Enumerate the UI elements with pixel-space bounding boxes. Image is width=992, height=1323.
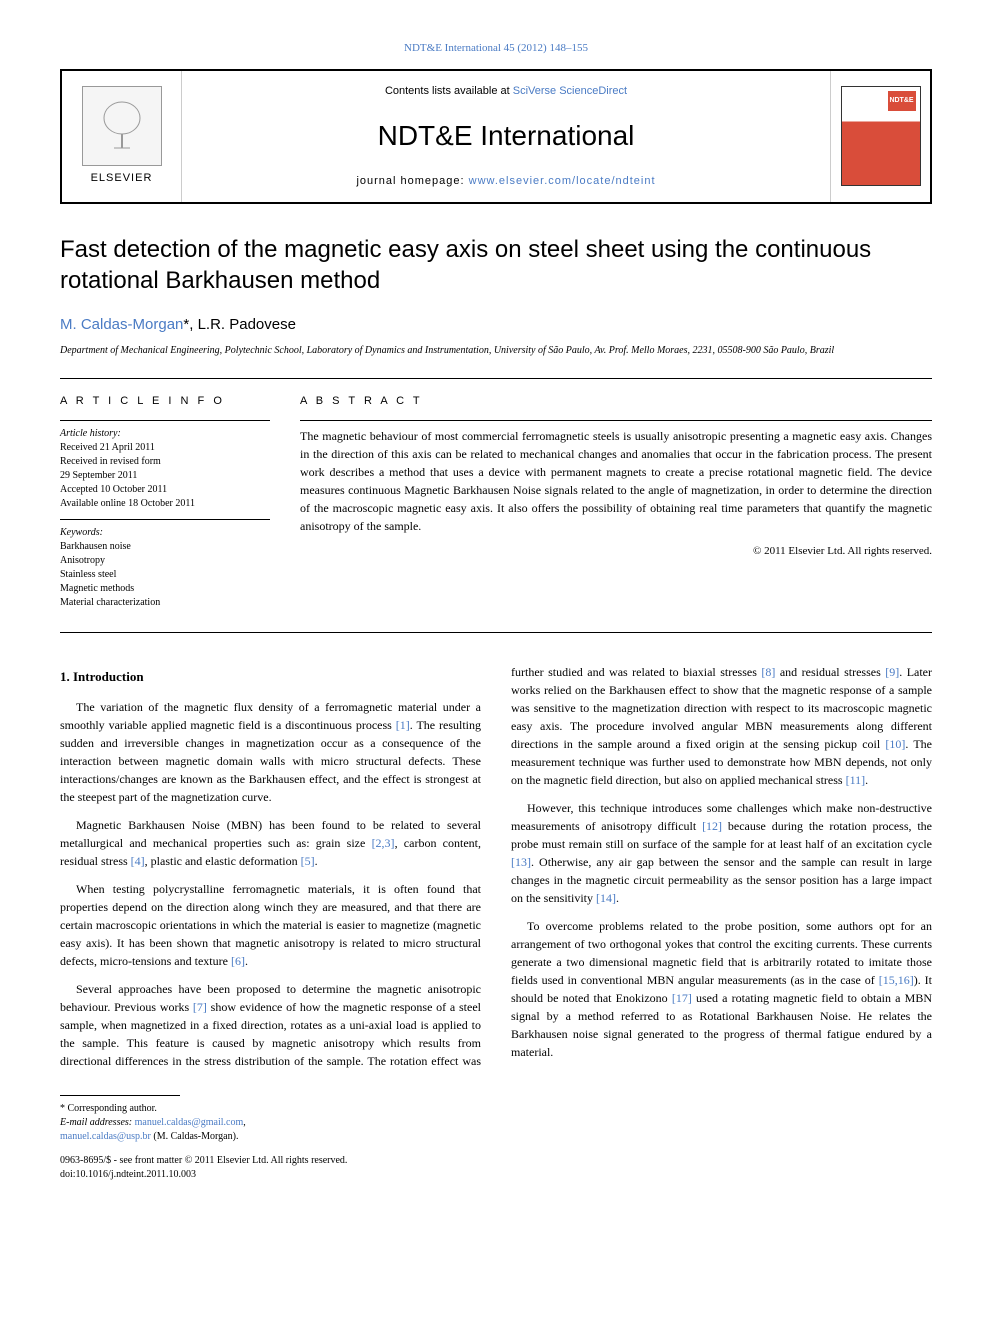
body-columns: 1. Introduction The variation of the mag… — [60, 663, 932, 1071]
p2c: , plastic and elastic deformation — [145, 854, 301, 868]
keyword-5: Material characterization — [60, 596, 270, 610]
cover-logo-text: NDT&E — [888, 91, 916, 111]
abstract-copyright: © 2011 Elsevier Ltd. All rights reserved… — [300, 543, 932, 560]
ref-14-link[interactable]: [14] — [596, 891, 616, 905]
journal-ref-link[interactable]: NDT&E International 45 (2012) 148–155 — [404, 42, 588, 54]
ref-17-link[interactable]: [17] — [672, 991, 692, 1005]
history-accepted: Accepted 10 October 2011 — [60, 483, 270, 497]
p2d: . — [315, 854, 318, 868]
ref-23-link[interactable]: [2,3] — [372, 836, 395, 850]
para-3: When testing polycrystalline ferromagnet… — [60, 880, 481, 970]
para-1: The variation of the magnetic flux densi… — [60, 698, 481, 806]
ref-1-link[interactable]: [1] — [396, 718, 410, 732]
history-label: Article history: — [60, 427, 270, 441]
author-1-link[interactable]: M. Caldas-Morgan — [60, 316, 183, 333]
p6a: To overcome problems related to the prob… — [511, 919, 932, 987]
keyword-1: Barkhausen noise — [60, 540, 270, 554]
ref-1516-link[interactable]: [15,16] — [879, 973, 914, 987]
ref-8-link[interactable]: [8] — [761, 665, 775, 679]
article-info-column: A R T I C L E I N F O Article history: R… — [60, 393, 270, 618]
email-1-link[interactable]: manuel.caldas@gmail.com — [135, 1117, 244, 1128]
article-history-block: Article history: Received 21 April 2011 … — [60, 420, 270, 511]
keywords-block: Keywords: Barkhausen noise Anisotropy St… — [60, 519, 270, 610]
contents-line: Contents lists available at SciVerse Sci… — [385, 83, 627, 100]
keyword-2: Anisotropy — [60, 554, 270, 568]
ref-12-link[interactable]: [12] — [702, 819, 722, 833]
issn-line: 0963-8695/$ - see front matter © 2011 El… — [60, 1154, 480, 1168]
email-name: (M. Caldas-Morgan). — [151, 1131, 239, 1142]
footer-area: * Corresponding author. E-mail addresses… — [60, 1095, 480, 1182]
journal-top-link: NDT&E International 45 (2012) 148–155 — [60, 40, 932, 57]
journal-name: NDT&E International — [378, 115, 635, 157]
history-online: Available online 18 October 2011 — [60, 497, 270, 511]
history-revised-l1: Received in revised form — [60, 455, 270, 469]
abstract-heading: A B S T R A C T — [300, 393, 932, 410]
p4f: . — [865, 773, 868, 787]
article-title: Fast detection of the magnetic easy axis… — [60, 234, 932, 296]
p3b: . — [245, 954, 248, 968]
email-sep: , — [243, 1117, 246, 1128]
abstract-body: The magnetic behaviour of most commercia… — [300, 429, 932, 533]
para-6: To overcome problems related to the prob… — [511, 917, 932, 1061]
elsevier-tree-icon — [82, 86, 162, 166]
ref-11-link[interactable]: [11] — [846, 773, 866, 787]
authors-line: M. Caldas-Morgan*, L.R. Padovese — [60, 314, 932, 337]
email-2-link[interactable]: manuel.caldas@usp.br — [60, 1131, 151, 1142]
history-received: Received 21 April 2011 — [60, 441, 270, 455]
abstract-column: A B S T R A C T The magnetic behaviour o… — [300, 393, 932, 618]
keywords-label: Keywords: — [60, 526, 270, 540]
homepage-prefix: journal homepage: — [356, 175, 468, 187]
para-2: Magnetic Barkhausen Noise (MBN) has been… — [60, 816, 481, 870]
ref-9-link[interactable]: [9] — [885, 665, 899, 679]
sciencedirect-link[interactable]: SciVerse ScienceDirect — [513, 85, 627, 97]
contents-prefix: Contents lists available at — [385, 85, 513, 97]
article-info-heading: A R T I C L E I N F O — [60, 393, 270, 410]
p5d: . — [616, 891, 619, 905]
keyword-4: Magnetic methods — [60, 582, 270, 596]
p5c: . Otherwise, any air gap between the sen… — [511, 855, 932, 905]
section-1-heading: 1. Introduction — [60, 667, 481, 687]
author-2: , L.R. Padovese — [189, 316, 296, 333]
ref-4-link[interactable]: [4] — [131, 854, 145, 868]
doi-line: doi:10.1016/j.ndteint.2011.10.003 — [60, 1168, 480, 1182]
ref-6-link[interactable]: [6] — [231, 954, 245, 968]
ref-5-link[interactable]: [5] — [301, 854, 315, 868]
elsevier-label: ELSEVIER — [91, 170, 153, 187]
keyword-3: Stainless steel — [60, 568, 270, 582]
ref-10-link[interactable]: [10] — [885, 737, 905, 751]
email-label: E-mail addresses: — [60, 1117, 135, 1128]
journal-header-box: ELSEVIER Contents lists available at Sci… — [60, 69, 932, 204]
ref-7-link[interactable]: [7] — [193, 1000, 207, 1014]
abstract-text: The magnetic behaviour of most commercia… — [300, 420, 932, 560]
history-revised-l2: 29 September 2011 — [60, 469, 270, 483]
footer-rule — [60, 1095, 180, 1096]
header-center: Contents lists available at SciVerse Sci… — [182, 71, 830, 202]
journal-cover-thumbnail: NDT&E — [841, 86, 921, 186]
ref-13-link[interactable]: [13] — [511, 855, 531, 869]
p4c: and residual stresses — [775, 665, 885, 679]
journal-cover-block: NDT&E — [830, 71, 930, 202]
email-line: E-mail addresses: manuel.caldas@gmail.co… — [60, 1116, 480, 1130]
p3a: When testing polycrystalline ferromagnet… — [60, 882, 481, 968]
homepage-line: journal homepage: www.elsevier.com/locat… — [356, 173, 655, 190]
info-abstract-row: A R T I C L E I N F O Article history: R… — [60, 378, 932, 633]
corresponding-author-note: * Corresponding author. — [60, 1102, 480, 1116]
email-line-2: manuel.caldas@usp.br (M. Caldas-Morgan). — [60, 1130, 480, 1144]
elsevier-logo-block: ELSEVIER — [62, 71, 182, 202]
para-5: However, this technique introduces some … — [511, 799, 932, 907]
homepage-link[interactable]: www.elsevier.com/locate/ndteint — [469, 175, 656, 187]
affiliation: Department of Mechanical Engineering, Po… — [60, 344, 932, 358]
